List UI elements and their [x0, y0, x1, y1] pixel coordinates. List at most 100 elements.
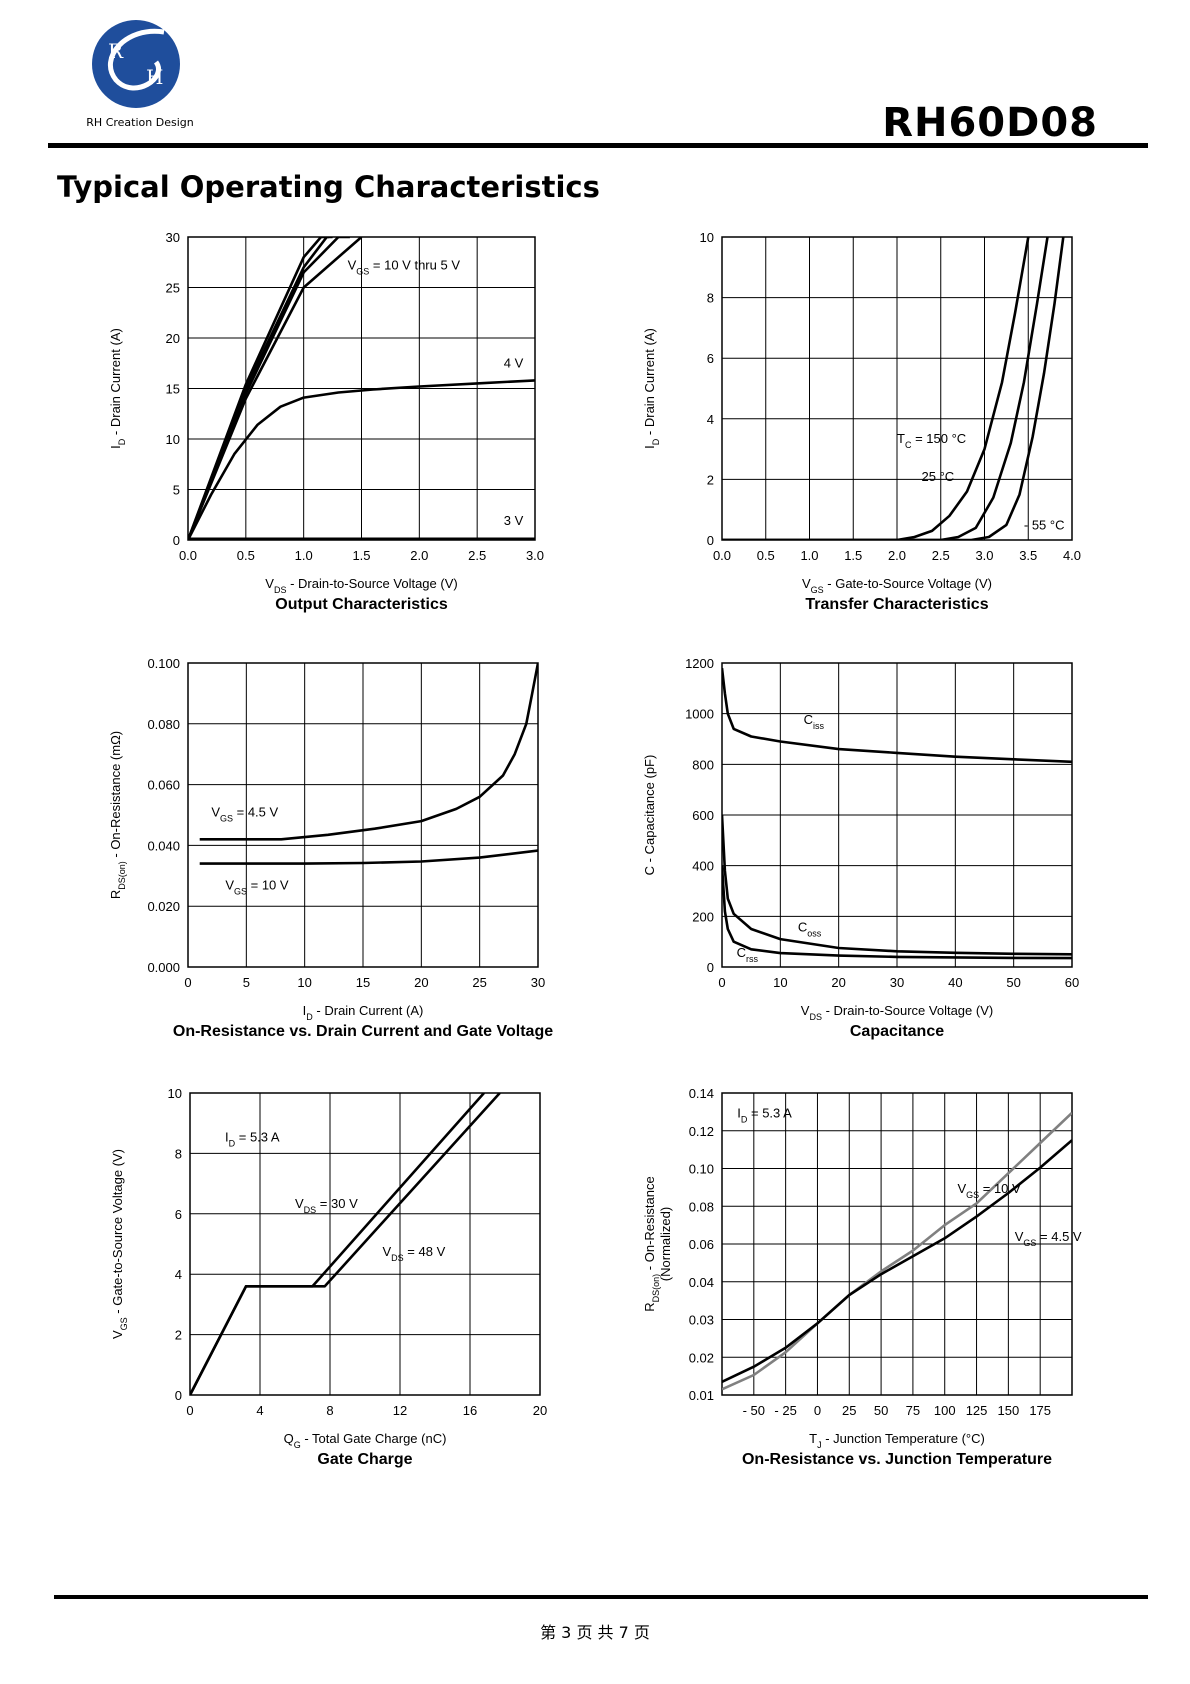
- label-text: T: [809, 1431, 817, 1446]
- label-text: - Drain Current (A): [313, 1003, 424, 1018]
- y-tick-label: 0.080: [147, 717, 180, 732]
- x-tick-label: 0: [184, 975, 191, 990]
- annotation-label: 3 V: [504, 513, 524, 528]
- x-tick-label: 25: [472, 975, 486, 990]
- y-axis-label: RDS(on) - On-Resistance (mΩ): [108, 731, 127, 899]
- x-tick-label: 2.5: [468, 548, 486, 563]
- subscript-text: GS: [811, 585, 824, 595]
- label-text: = 10 V: [979, 1181, 1021, 1196]
- label-text: V: [1015, 1229, 1024, 1244]
- label-text: - Drain-to-Source Voltage (V): [286, 576, 457, 591]
- y-tick-label: 0.12: [689, 1124, 714, 1139]
- y-tick-label: 0.020: [147, 899, 180, 914]
- y-tick-label: 0.040: [147, 838, 180, 853]
- page-number: 第 3 页 共 7 页: [540, 1623, 650, 1642]
- x-tick-label: 2.5: [932, 548, 950, 563]
- subscript-text: DS: [809, 1012, 822, 1022]
- footer-rule: [54, 1595, 1148, 1599]
- plot-frame: [721, 1092, 1073, 1396]
- x-tick-label: 12: [393, 1403, 407, 1418]
- label-text: = 4.5 V: [233, 805, 278, 820]
- label-text: = 30 V: [316, 1196, 358, 1211]
- x-tick-label: 0.0: [179, 548, 197, 563]
- x-tick-label: 0.5: [237, 548, 255, 563]
- series-line: [722, 814, 1072, 956]
- subscript-text: DS: [274, 585, 287, 595]
- label-text: - On-Resistance: [642, 1176, 657, 1274]
- x-tick-label: 10: [297, 975, 311, 990]
- annotation-label: VDS = 30 V: [295, 1196, 358, 1215]
- subscript-text: GS: [1023, 1238, 1036, 1248]
- y-tick-label: 0.100: [147, 656, 180, 671]
- subscript-text: D: [229, 1138, 236, 1148]
- x-tick-label: 2.0: [888, 548, 906, 563]
- y-tick-label: 0.14: [689, 1086, 714, 1101]
- label-text: I: [108, 445, 123, 449]
- label-text: T: [897, 431, 905, 446]
- label-text: = 4.5 V: [1036, 1229, 1081, 1244]
- x-tick-label: 25: [842, 1403, 856, 1418]
- y-tick-label: 1000: [685, 707, 714, 722]
- label-text: = 10 V thru 5 V: [369, 257, 460, 272]
- chart-caption: Output Characteristics: [275, 596, 448, 613]
- x-axis-label: VGS - Gate-to-Source Voltage (V): [802, 576, 992, 595]
- chart-caption: Transfer Characteristics: [805, 596, 988, 613]
- y-tick-label: 30: [166, 230, 180, 245]
- logo-swoosh: [108, 28, 165, 91]
- chart-onres: 0 5 10 15 20 25 30 0.000 0.020 0.040 0.060 0.080 0.1…: [108, 656, 553, 1040]
- chart-caption: On-Resistance vs. Drain Current and Gate…: [173, 1023, 553, 1040]
- y-tick-label: 20: [166, 331, 180, 346]
- y-tick-label: 10: [168, 1086, 182, 1101]
- x-tick-label: 40: [948, 975, 962, 990]
- subscript-text: J: [817, 1440, 822, 1450]
- header-rule: [48, 143, 1148, 148]
- x-tick-label: 1.5: [844, 548, 862, 563]
- y-axis-label: RDS(on) - On-Resistance: [642, 1176, 661, 1311]
- y-tick-label: 0.08: [689, 1199, 714, 1214]
- y-tick-label: 1200: [685, 656, 714, 671]
- label-text: - On-Resistance (mΩ): [108, 731, 123, 861]
- y-tick-label: 0.01: [689, 1388, 714, 1403]
- annotation-label: VGS = 10 V: [957, 1181, 1021, 1200]
- x-tick-label: 20: [533, 1403, 547, 1418]
- subscript-text: rss: [746, 954, 758, 964]
- company-logo: R H RH Creation Design: [70, 18, 200, 130]
- label-text: C: [737, 945, 746, 960]
- logo-caption: RH Creation Design: [86, 116, 194, 129]
- y-tick-label: 10: [166, 432, 180, 447]
- series-line: [722, 1111, 1072, 1391]
- series-line: [722, 667, 1072, 764]
- chart-transfer: 0.0 0.5 1.0 1.5 2.0 2.5 3.0 3.5 4.0 0 2 4 6 8 10 TC = 1…: [642, 230, 1081, 613]
- x-tick-label: 15: [356, 975, 370, 990]
- series-line: [199, 849, 538, 865]
- plot-frame: [187, 662, 539, 968]
- y-tick-label: 0.060: [147, 778, 180, 793]
- subscript-text: G: [294, 1440, 301, 1450]
- x-tick-label: 125: [966, 1403, 988, 1418]
- series-line: [722, 237, 1030, 540]
- x-tick-label: 1.0: [800, 548, 818, 563]
- y-tick-label: 0.10: [689, 1162, 714, 1177]
- subscript-text: DS: [391, 1253, 404, 1263]
- subscript-text: DS: [304, 1205, 317, 1215]
- x-axis-label: VDS - Drain-to-Source Voltage (V): [801, 1003, 993, 1022]
- label-text: - Drain Current (A): [642, 328, 657, 439]
- y-tick-label: 8: [175, 1146, 182, 1161]
- y-tick-label: 0.06: [689, 1237, 714, 1252]
- label-text: V: [957, 1181, 966, 1196]
- series-line: [199, 663, 538, 841]
- y-tick-label: 200: [692, 909, 714, 924]
- subscript-text: C: [905, 440, 912, 450]
- label-text: = 10 V: [247, 877, 289, 892]
- annotation-label: VGS = 4.5 V: [211, 805, 278, 824]
- x-axis-label: TJ - Junction Temperature (°C): [809, 1431, 985, 1450]
- annotation-label: Coss: [798, 920, 822, 939]
- subscript-text: GS: [356, 266, 369, 276]
- label-text: C - Capacitance (pF): [642, 755, 657, 876]
- chart-caption: On-Resistance vs. Junction Temperature: [742, 1451, 1052, 1468]
- x-tick-label: - 25: [774, 1403, 796, 1418]
- label-text: V: [802, 576, 811, 591]
- x-tick-label: 3.0: [526, 548, 544, 563]
- subscript-text: oss: [807, 929, 822, 939]
- x-tick-label: 10: [773, 975, 787, 990]
